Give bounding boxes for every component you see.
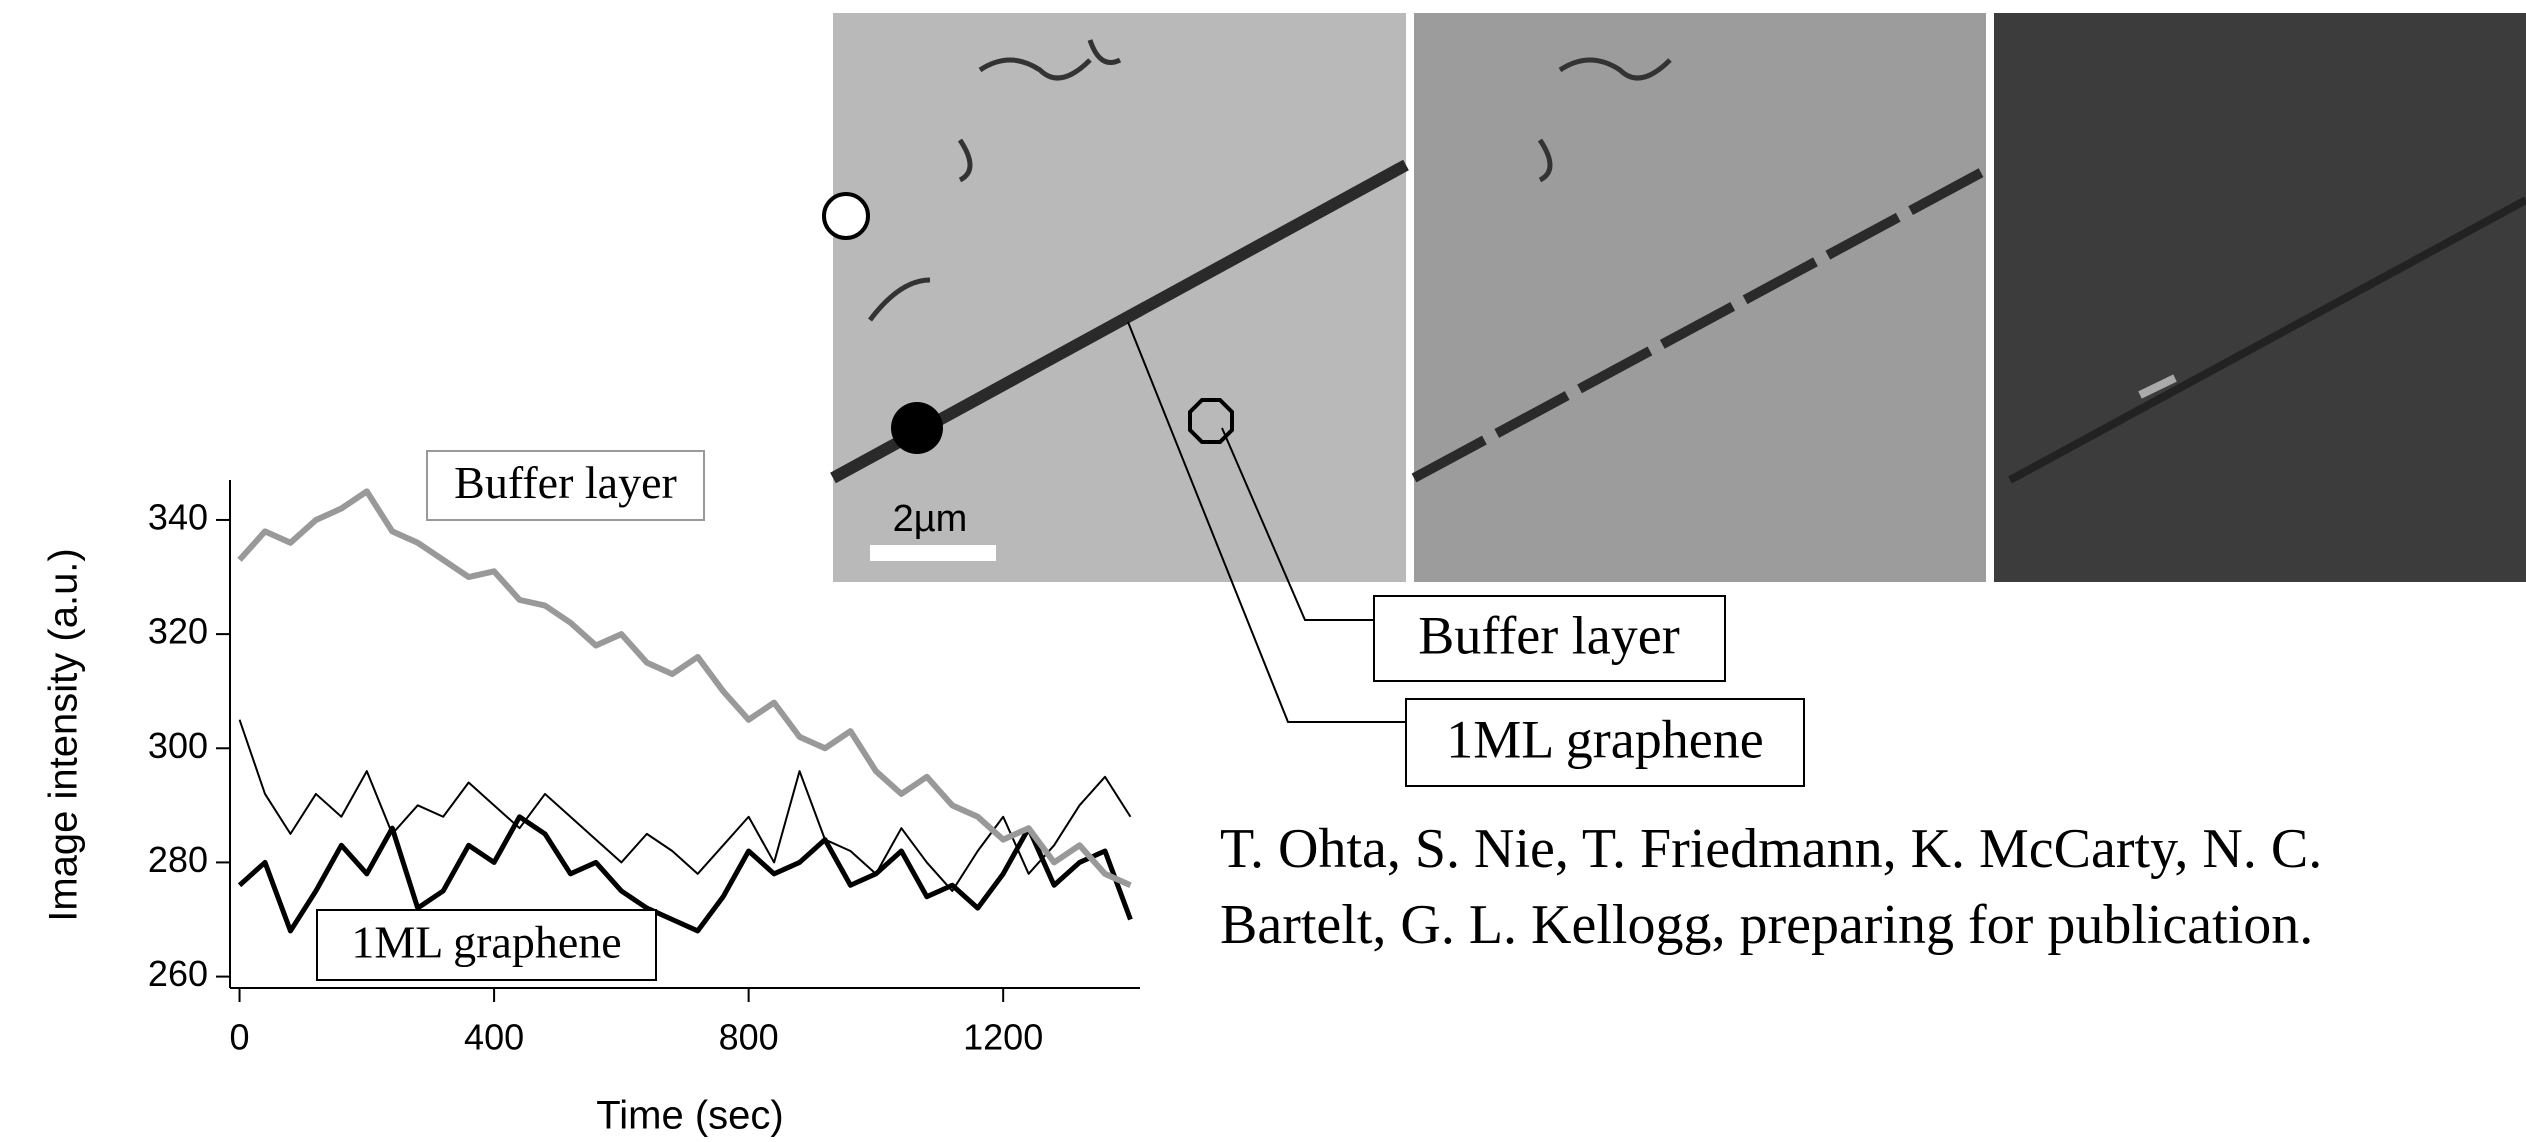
citation: Bartelt, G. L. Kellogg, preparing for pu… xyxy=(1220,894,2313,956)
series-line xyxy=(237,488,1132,888)
series-label-box xyxy=(316,909,657,981)
callout-label: 1ML graphene xyxy=(1446,709,1763,769)
series-line xyxy=(237,814,1133,934)
micrograph-3 xyxy=(1994,13,2526,582)
leader-line xyxy=(1221,427,1374,621)
x-tick-label: 1200 xyxy=(963,1017,1043,1058)
leader-line xyxy=(1127,321,1406,723)
micrograph-2 xyxy=(1411,13,1989,582)
series-label: Buffer layer xyxy=(454,457,677,508)
micrograph-1: 2µm xyxy=(822,13,1409,582)
y-tick-label: 260 xyxy=(148,953,208,994)
x-tick-label: 400 xyxy=(464,1017,524,1058)
scale-bar-label: 2µm xyxy=(893,498,968,540)
citation: T. Ohta, S. Nie, T. Friedmann, K. McCart… xyxy=(1220,818,2322,880)
series-label: 1ML graphene xyxy=(351,917,621,968)
series-line xyxy=(238,719,1132,892)
x-axis-title: Time (sec) xyxy=(596,1094,783,1138)
x-tick-label: 800 xyxy=(719,1017,779,1058)
callout-box xyxy=(1373,595,1726,682)
callout-label: Buffer layer xyxy=(1418,605,1679,665)
y-axis-title: Image intensity (a.u.) xyxy=(42,548,86,922)
y-tick-label: 340 xyxy=(148,496,208,537)
plot: 260 280 300 320 340 0 400 800 1200 Buffer layer 1M… xyxy=(148,450,1140,1058)
x-tick-label: 0 xyxy=(230,1017,250,1058)
series-label-box xyxy=(426,450,705,521)
callout-box xyxy=(1405,698,1805,787)
y-tick-label: 280 xyxy=(148,839,208,880)
y-tick-label: 300 xyxy=(148,725,208,766)
y-tick-label: 320 xyxy=(148,611,208,652)
